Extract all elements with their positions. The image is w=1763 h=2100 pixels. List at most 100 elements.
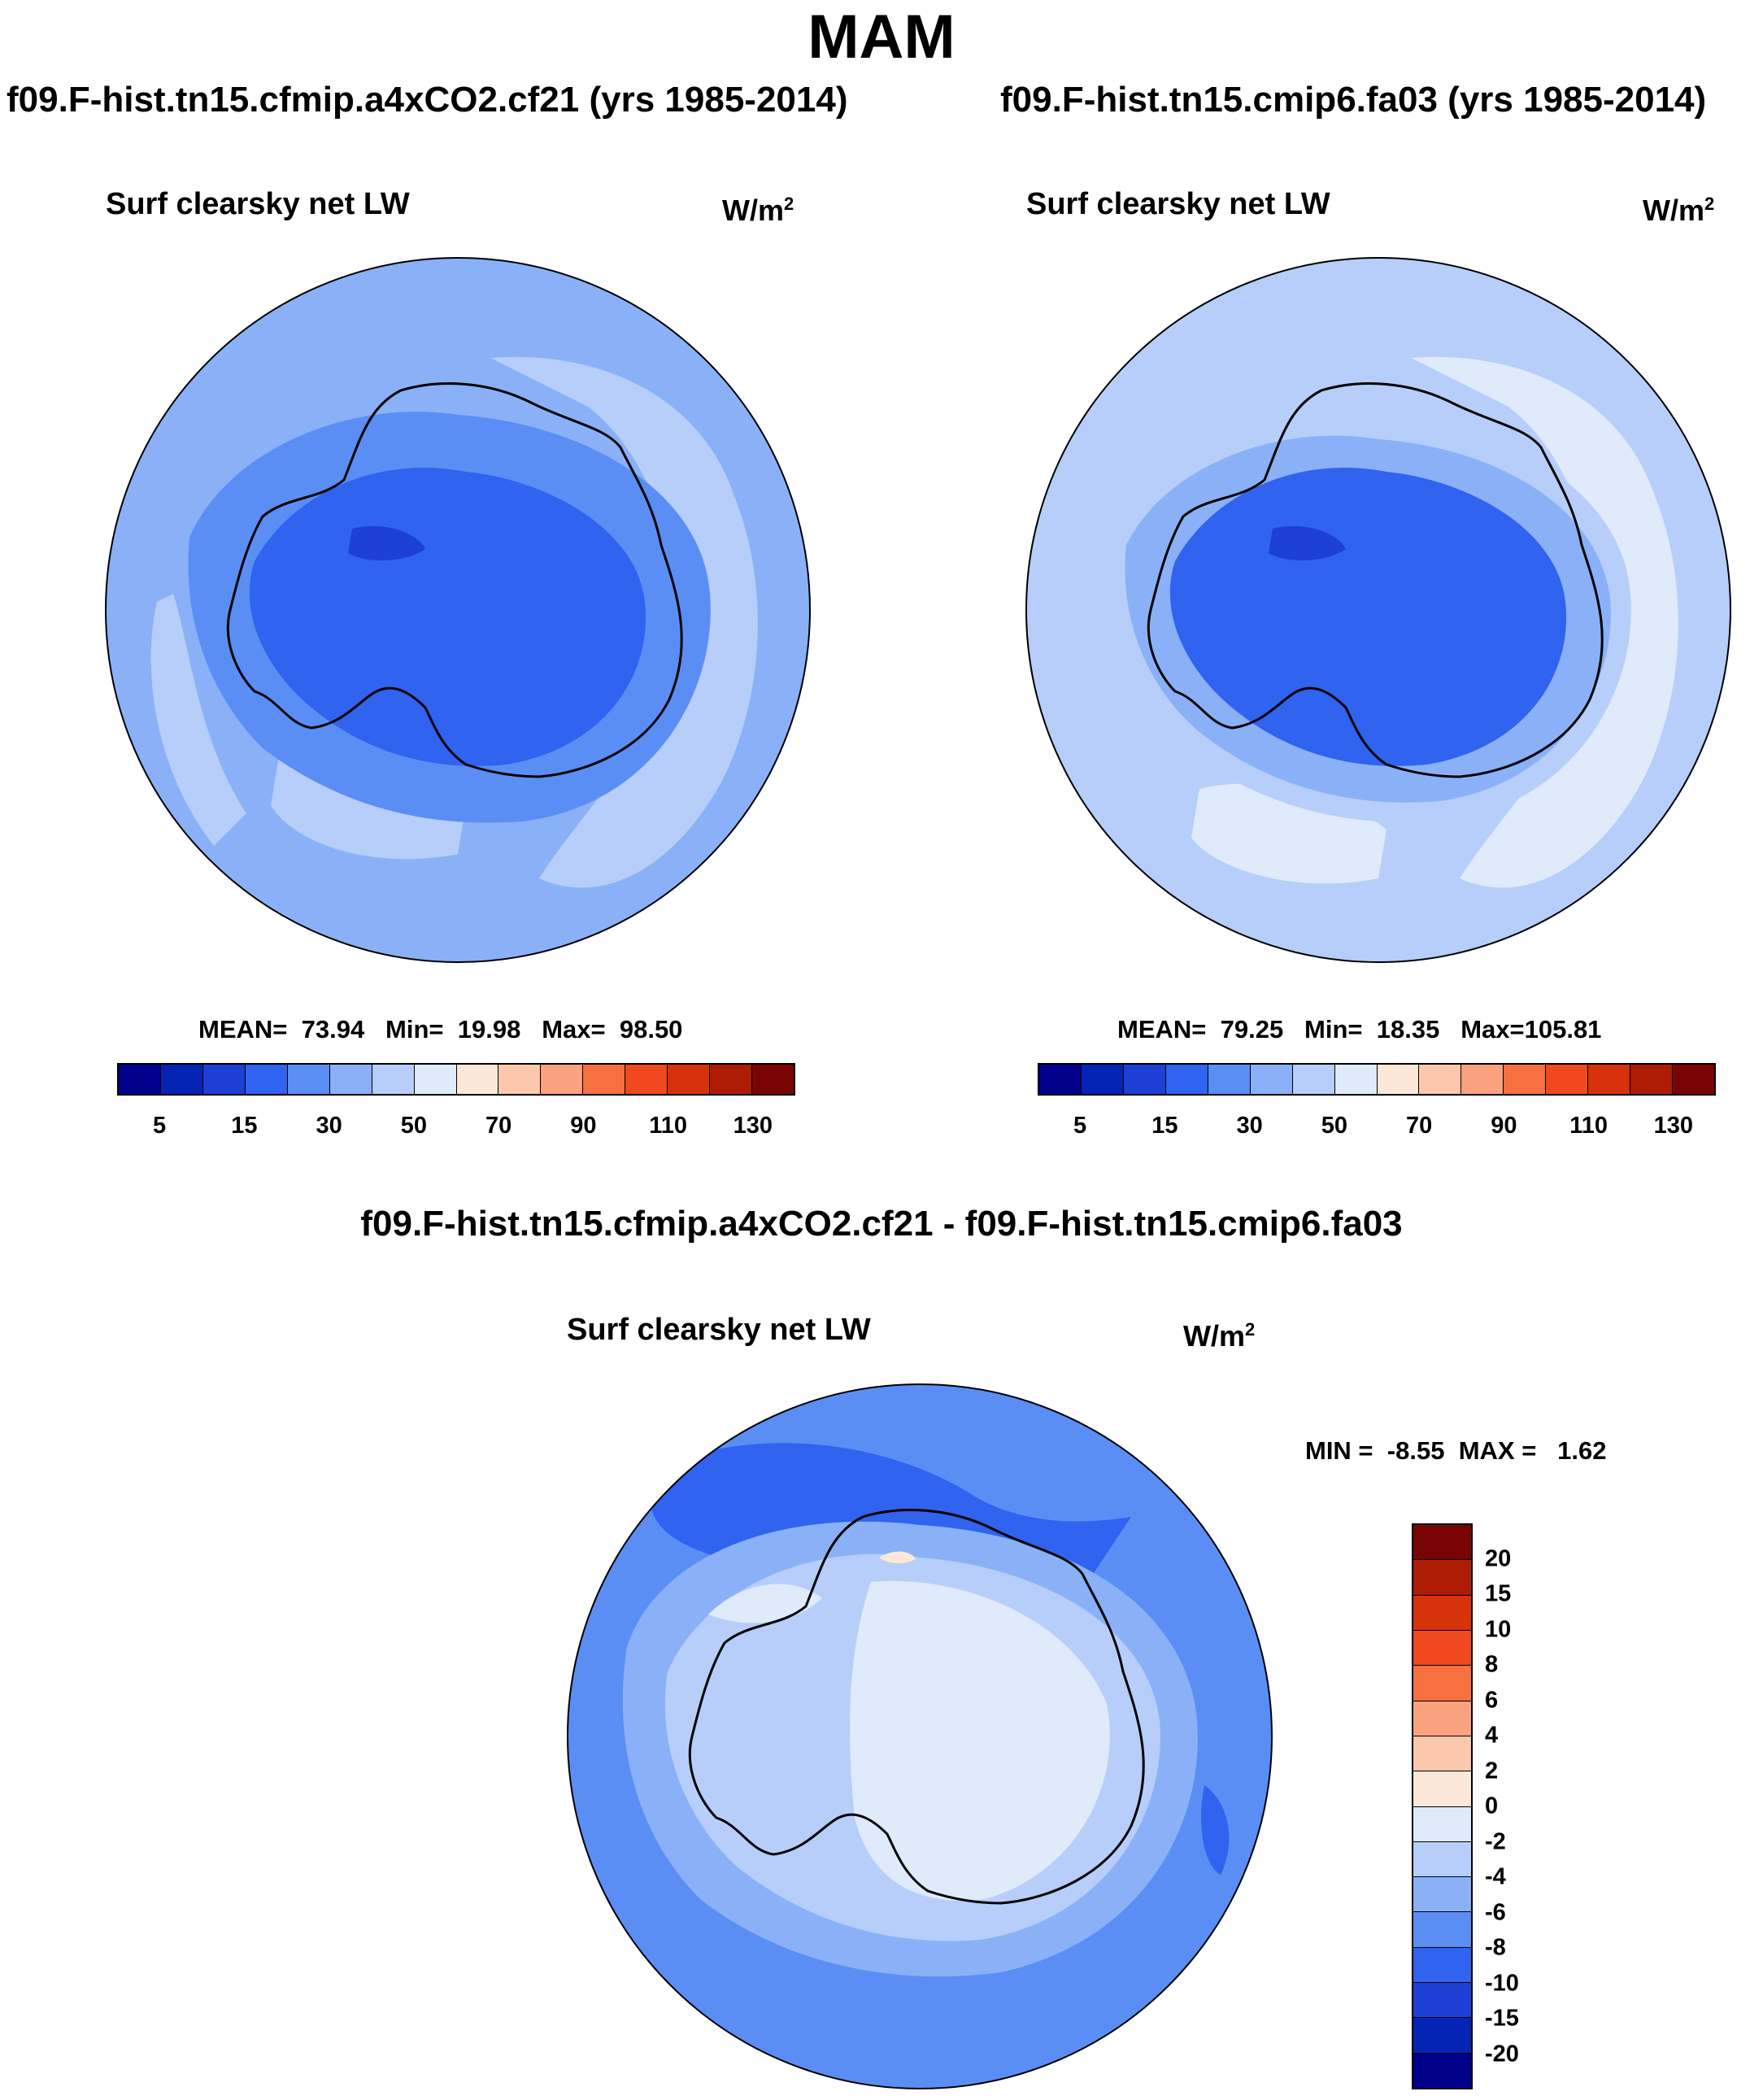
diff-units-label: W/m2 (1183, 1319, 1256, 1353)
colorbar-swatch (1413, 1560, 1471, 1596)
figure-title: MAM (807, 2, 956, 72)
diff-field-interior (850, 1580, 1110, 1901)
right-colorbar (1038, 1063, 1716, 1096)
left-field-band-west (150, 594, 246, 846)
colorbar-swatch (372, 1065, 415, 1094)
colorbar-swatch (1413, 2018, 1471, 2054)
diff-coastline (688, 1509, 1145, 1905)
colorbar-swatch (1250, 1065, 1293, 1094)
colorbar-swatch (541, 1065, 584, 1094)
colorbar-swatch (625, 1065, 668, 1094)
colorbar-swatch (245, 1065, 288, 1094)
colorbar-swatch (1413, 1630, 1471, 1666)
colorbar-tick-label: 5 (1073, 1113, 1087, 1139)
right-field-east-interior (1297, 507, 1525, 734)
right-polar-map (1025, 257, 1731, 963)
colorbar-tick-label: 8 (1485, 1651, 1499, 1678)
colorbar-tick-label: 4 (1485, 1722, 1499, 1749)
colorbar-swatch (1039, 1065, 1082, 1094)
colorbar-swatch (1081, 1065, 1124, 1094)
colorbar-swatch (1208, 1065, 1251, 1094)
colorbar-tick-label: 90 (570, 1113, 597, 1139)
colorbar-tick-label: 20 (1485, 1545, 1512, 1571)
colorbar-tick-label: 130 (733, 1113, 773, 1139)
left-field-band-east (490, 356, 758, 888)
colorbar-tick-label: 15 (231, 1113, 258, 1139)
colorbar-swatch (1413, 1595, 1471, 1631)
colorbar-swatch (1413, 1666, 1471, 1701)
diff-stats: MIN = -8.55 MAX = 1.62 (1305, 1436, 1607, 1465)
colorbar-tick-label: 90 (1491, 1113, 1517, 1139)
colorbar-swatch (1413, 1525, 1471, 1561)
colorbar-tick-label: 2 (1485, 1758, 1499, 1784)
right-stats: MEAN= 79.25 Min= 18.35 Max=105.81 (1117, 1015, 1602, 1043)
colorbar-swatch (287, 1065, 330, 1094)
colorbar-swatch (498, 1065, 542, 1094)
left-map-border (105, 257, 811, 963)
right-field-west-interior (1202, 573, 1365, 701)
right-map-border (1025, 257, 1731, 963)
colorbar-swatch (1413, 1912, 1471, 1948)
colorbar-swatch (1413, 1877, 1471, 1913)
colorbar-swatch (1546, 1065, 1589, 1094)
right-field-plateau-min (1269, 525, 1346, 561)
colorbar-tick-label: -6 (1485, 1899, 1506, 1925)
colorbar-swatch (1377, 1065, 1420, 1094)
colorbar-swatch (1334, 1065, 1378, 1094)
colorbar-swatch (1413, 1947, 1471, 1984)
colorbar-swatch (1292, 1065, 1335, 1094)
left-field-east-interior (377, 507, 604, 734)
colorbar-tick-label: 15 (1485, 1580, 1512, 1607)
diff-field-positive-patch (879, 1551, 916, 1564)
right-variable-label: Surf clearsky net LW (1026, 187, 1330, 221)
right-field-band-east (1411, 356, 1678, 888)
left-field-plateau-min (348, 525, 425, 561)
colorbar-swatch (414, 1065, 457, 1094)
colorbar-tick-label: 30 (316, 1113, 342, 1139)
colorbar-swatch (1413, 1983, 1471, 2019)
right-units-label: W/m2 (1643, 194, 1715, 227)
colorbar-swatch (710, 1065, 753, 1094)
colorbar-swatch (1630, 1065, 1674, 1094)
colorbar-swatch (160, 1065, 203, 1094)
colorbar-swatch (1413, 1771, 1471, 1807)
colorbar-swatch (456, 1065, 499, 1094)
colorbar-swatch (583, 1065, 626, 1094)
left-polar-map (105, 257, 811, 963)
colorbar-tick-label: -15 (1485, 2005, 1519, 2032)
colorbar-tick-label: 50 (1321, 1113, 1348, 1139)
colorbar-tick-label: 0 (1485, 1793, 1499, 1819)
right-case-title: f09.F-hist.tn15.cmip6.fa03 (yrs 1985-201… (1000, 80, 1707, 120)
diff-map-border (567, 1383, 1273, 2089)
left-field-west-interior (281, 573, 445, 701)
right-coastline (1147, 382, 1604, 778)
colorbar-swatch (202, 1065, 246, 1094)
colorbar-swatch (119, 1065, 161, 1094)
left-stats: MEAN= 73.94 Min= 19.98 Max= 98.50 (198, 1015, 683, 1043)
difference-title: f09.F-hist.tn15.cfmip.a4xCO2.cf21 - f09.… (360, 1204, 1403, 1244)
colorbar-swatch (1413, 1806, 1471, 1842)
colorbar-swatch (1504, 1065, 1547, 1094)
colorbar-tick-label: -10 (1485, 1970, 1519, 1996)
colorbar-tick-label: 15 (1151, 1113, 1178, 1139)
colorbar-swatch (1461, 1065, 1504, 1094)
colorbar-swatch (1165, 1065, 1208, 1094)
colorbar-swatch (329, 1065, 372, 1094)
diff-variable-label: Surf clearsky net LW (567, 1313, 871, 1347)
colorbar-tick-label: 30 (1236, 1113, 1263, 1139)
colorbar-tick-label: 50 (400, 1113, 428, 1139)
colorbar-tick-label: 5 (153, 1113, 167, 1139)
left-units-label: W/m2 (722, 194, 794, 227)
colorbar-tick-label: -2 (1485, 1828, 1506, 1854)
diff-polar-map (567, 1383, 1273, 2089)
colorbar-swatch (1413, 1736, 1471, 1772)
colorbar-tick-label: 6 (1485, 1687, 1499, 1713)
colorbar-tick-label: -4 (1485, 1863, 1506, 1890)
colorbar-tick-label: 130 (1653, 1113, 1694, 1139)
colorbar-swatch (1419, 1065, 1462, 1094)
colorbar-swatch (1413, 1701, 1471, 1736)
colorbar-swatch (752, 1065, 794, 1094)
colorbar-swatch (1413, 1841, 1471, 1878)
left-variable-label: Surf clearsky net LW (106, 187, 410, 221)
left-colorbar (117, 1063, 795, 1096)
